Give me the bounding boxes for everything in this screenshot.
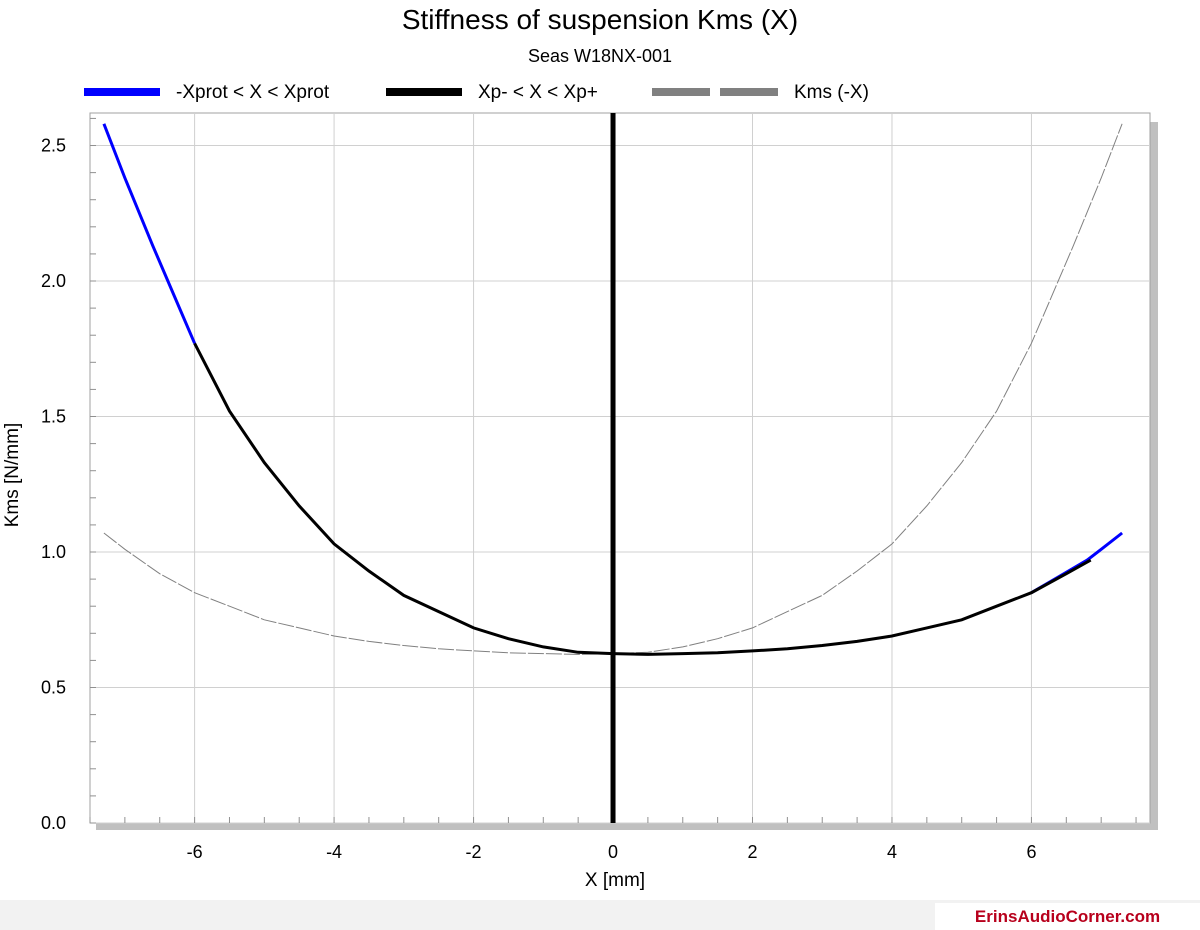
- x-axis-ticks: -6 -4 -2 0 2 4 6: [187, 842, 1037, 862]
- footer-brand: ErinsAudioCorner.com: [935, 903, 1200, 930]
- x-tick-label: 4: [887, 842, 897, 862]
- legend-label: Xp- < X < Xp+: [478, 82, 598, 103]
- x-tick-label: 0: [608, 842, 618, 862]
- y-axis-label: Kms [N/mm]: [2, 423, 23, 528]
- y-tick-label: 1.5: [41, 407, 66, 427]
- x-tick-label: -6: [187, 842, 203, 862]
- legend-label: Kms (-X): [794, 82, 869, 103]
- y-tick-label: 2.0: [41, 271, 66, 291]
- y-axis-ticks: 0.0 0.5 1.0 1.5 2.0 2.5: [41, 136, 66, 833]
- chart-subtitle: Seas W18NX-001: [528, 46, 672, 66]
- plot-area: [89, 112, 1151, 824]
- x-axis-label: X [mm]: [585, 870, 645, 891]
- series-xp-line: [193, 342, 1092, 656]
- chart-title: Stiffness of suspension Kms (X): [402, 4, 798, 35]
- x-tick-label: -2: [466, 842, 482, 862]
- legend-label: -Xprot < X < Xprot: [176, 82, 330, 103]
- y-tick-label: 2.5: [41, 136, 66, 156]
- legend: -Xprot < X < Xprot Xp- < X < Xp+ Kms (-X): [84, 82, 869, 103]
- x-tick-label: 2: [747, 842, 757, 862]
- y-tick-label: 1.0: [41, 542, 66, 562]
- minor-ticks: [89, 117, 1137, 824]
- y-tick-label: 0.5: [41, 678, 66, 698]
- x-tick-label: -4: [326, 842, 342, 862]
- grid: [90, 113, 1150, 824]
- series-layer: [102, 113, 1124, 823]
- x-tick-label: 6: [1026, 842, 1036, 862]
- chart: Stiffness of suspension Kms (X) Seas W18…: [2, 4, 1158, 891]
- series-xprot-left-line: [102, 123, 196, 344]
- y-tick-label: 0.0: [41, 813, 66, 833]
